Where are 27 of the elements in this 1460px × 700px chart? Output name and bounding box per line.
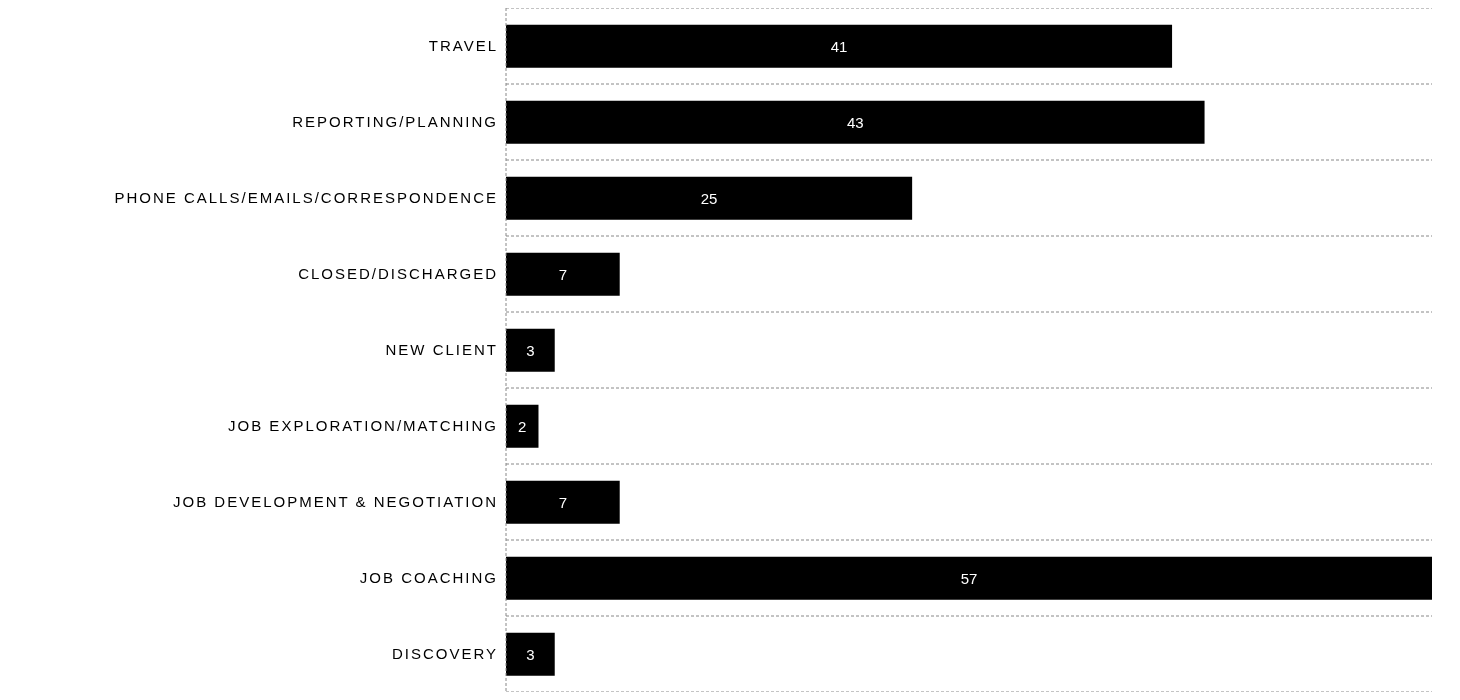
- y-tick-label: TRAVEL: [428, 37, 498, 55]
- bar: [506, 480, 620, 524]
- y-tick-label: JOB EXPLORATION/MATCHING: [228, 417, 498, 435]
- data-label: 41: [830, 37, 848, 55]
- y-tick-label: NEW CLIENT: [385, 341, 498, 359]
- bar: [506, 328, 555, 372]
- y-tick-label: DISCOVERY: [391, 645, 498, 663]
- y-tick-label: REPORTING/PLANNING: [292, 113, 498, 131]
- data-label: 57: [960, 569, 978, 587]
- y-tick-label: PHONE CALLS/EMAILS/CORRESPONDENCE: [114, 189, 498, 207]
- data-label: 3: [526, 341, 535, 359]
- bar: [506, 24, 1173, 68]
- bar: [506, 252, 620, 296]
- data-label: 43: [846, 113, 864, 131]
- data-label: 7: [558, 493, 568, 511]
- y-tick-label: JOB DEVELOPMENT & NEGOTIATION: [173, 493, 498, 511]
- data-label: 3: [526, 645, 535, 663]
- bar: [506, 404, 539, 448]
- y-tick-label: JOB COACHING: [359, 569, 498, 587]
- y-tick-label: CLOSED/DISCHARGED: [298, 265, 498, 283]
- data-label: 25: [700, 189, 718, 207]
- data-label: 2: [518, 417, 527, 435]
- bar: [506, 176, 913, 220]
- bar: [506, 100, 1205, 144]
- bar: [506, 632, 555, 676]
- bar: [506, 556, 1432, 600]
- data-label: 7: [558, 265, 568, 283]
